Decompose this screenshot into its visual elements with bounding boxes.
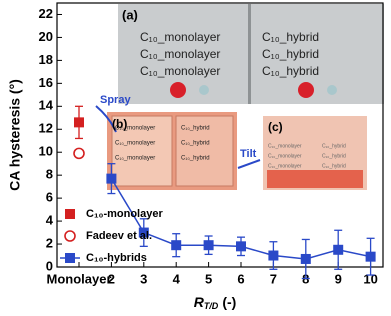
legend-label: C₁₀-monolayer xyxy=(86,208,163,220)
y-tick-label: 4 xyxy=(46,213,54,228)
plot-frame xyxy=(56,2,384,268)
y-tick-label: 18 xyxy=(39,52,53,67)
x-tick-label: 9 xyxy=(335,271,342,286)
x-tick-label: 7 xyxy=(270,271,277,286)
photo-label: C₁₀_monolayer xyxy=(140,64,220,78)
legend-marker xyxy=(64,230,76,242)
legend-label: C₁₀-hybrids xyxy=(86,252,147,264)
y-tick-label: 22 xyxy=(39,6,53,21)
droplet xyxy=(170,82,186,98)
x-tick-label: Monolayer xyxy=(46,271,111,286)
y-tick-label: 20 xyxy=(39,29,53,44)
photo-label: C₁₀_monolayer xyxy=(268,143,302,149)
photo-label: C₁₀_monolayer xyxy=(115,141,155,147)
photo-divider xyxy=(248,4,251,104)
x-label-unit: (-) xyxy=(222,294,236,310)
photo-label: C₁₀_hybrid xyxy=(181,141,210,147)
photo-label: C₁₀_hybrid xyxy=(322,153,346,159)
photo-label: C₁₀_hybrid xyxy=(181,156,210,162)
legend-marker xyxy=(65,253,75,263)
photo-label: C₁₀_hybrid xyxy=(262,64,319,78)
marker xyxy=(138,227,149,238)
marker xyxy=(73,147,85,160)
arrow xyxy=(237,159,261,169)
marker xyxy=(300,253,311,264)
photo-label: C₁₀_monolayer xyxy=(140,47,220,61)
y-tick-label: 2 xyxy=(46,235,53,250)
photo-label: C₁₀_hybrid xyxy=(181,126,210,132)
y-tick-label: 6 xyxy=(46,190,53,205)
x-tick-label: 2 xyxy=(108,271,115,286)
droplet xyxy=(327,85,337,95)
y-tick-label: 10 xyxy=(39,144,53,159)
x-tick-label: 3 xyxy=(140,271,147,286)
photo-label: C₁₀_hybrid xyxy=(262,47,319,61)
photo-label: C₁₀_monolayer xyxy=(268,163,302,169)
annotation: Spray xyxy=(100,94,131,106)
marker xyxy=(74,117,84,128)
legend-marker xyxy=(65,209,75,219)
annotation: (c) xyxy=(268,120,283,134)
y-axis-label: CA hysteresis (°) xyxy=(7,79,23,191)
photo-label: C₁₀_hybrid xyxy=(322,143,346,149)
photo-label: C₁₀_hybrid xyxy=(262,30,319,44)
marker xyxy=(333,244,344,255)
slide xyxy=(175,115,234,187)
x-tick-label: 4 xyxy=(173,271,181,286)
annotation: Tilt xyxy=(240,148,257,160)
y-tick-label: 16 xyxy=(39,75,53,90)
annotation: (b) xyxy=(112,117,127,131)
marker xyxy=(171,240,182,251)
y-tick-label: 8 xyxy=(46,167,53,182)
x-label-sub: T/D xyxy=(204,301,219,311)
y-tick-label: 0 xyxy=(46,258,53,273)
x-tick-label: 6 xyxy=(237,271,244,286)
y-tick-label: 12 xyxy=(39,121,53,136)
x-axis-label: RT/D (-) xyxy=(194,294,237,312)
photo-label: C₁₀_monolayer xyxy=(115,126,155,132)
photo-label: C₁₀_hybrid xyxy=(322,163,346,169)
marker xyxy=(268,250,279,261)
marker xyxy=(203,240,214,251)
x-tick-label: 5 xyxy=(205,271,212,286)
y-tick-label: 14 xyxy=(39,98,54,113)
arrow xyxy=(95,105,117,133)
photo-label: C₁₀_monolayer xyxy=(140,30,220,44)
x-label-main: R xyxy=(194,294,205,310)
marker xyxy=(236,241,246,252)
slide xyxy=(111,115,173,187)
legend-label: Fadeev et al. xyxy=(86,230,152,242)
marker xyxy=(365,251,376,262)
photo-label: C₁₀_monolayer xyxy=(268,153,302,159)
runoff xyxy=(267,170,363,188)
droplet xyxy=(298,82,314,98)
annotation: (a) xyxy=(122,7,138,22)
marker xyxy=(106,173,117,184)
photo-label: C₁₀_monolayer xyxy=(115,156,155,162)
droplet xyxy=(199,85,209,95)
